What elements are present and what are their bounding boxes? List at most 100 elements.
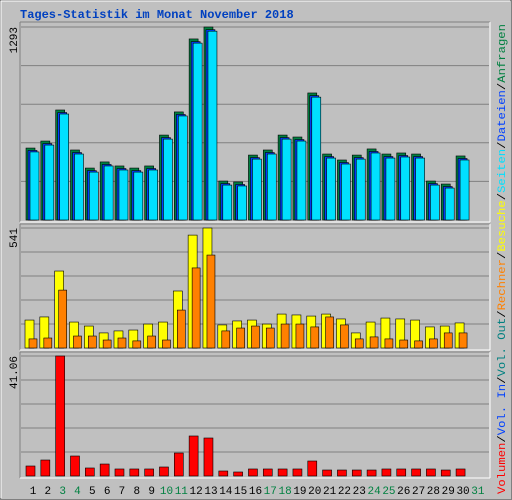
bar [188,435,199,477]
x-tick-label: 15 [234,486,247,498]
bar [341,163,351,221]
bar [85,467,95,477]
x-tick-label: 19 [293,486,306,498]
bar [58,289,67,349]
bar [88,335,97,349]
bar [265,327,275,349]
x-tick-label: 1 [30,486,37,498]
legend-separator: / [497,252,509,259]
bar [296,140,307,221]
bar [129,468,140,477]
x-tick-label: 20 [308,486,321,498]
legend-separator: / [497,83,509,90]
bar [307,460,318,477]
bar [40,459,51,477]
bar [222,184,233,221]
bar [89,171,99,221]
bar [237,185,247,221]
x-tick-label: 9 [148,486,155,498]
bar [74,153,84,221]
bar [355,158,366,221]
bar [132,340,142,349]
bar [385,157,396,221]
x-tick-label: 12 [190,486,203,498]
bar [191,267,201,349]
bar [117,337,127,349]
legend-entry: Rechner [497,259,509,310]
bar [177,309,186,349]
bar [114,468,125,477]
bar [233,471,243,477]
bar [399,339,409,349]
legend: Volumen/Vol. In/Vol. Out/Rechner/Besuche… [497,24,509,494]
bar [206,254,216,349]
chart-title: Tages-Statistik im Monat November 2018 [20,8,294,22]
bar [458,332,468,349]
bar [73,335,82,349]
x-tick-label: 27 [412,486,425,498]
x-tick-label: 14 [219,486,233,498]
bar [351,469,362,477]
bar [236,327,245,349]
x-tick-label: 25 [382,486,395,498]
bar [163,138,173,221]
bar [252,158,262,221]
bar [192,42,203,221]
bar [159,466,169,477]
x-tick-label: 29 [442,486,455,498]
bar [337,469,347,477]
bar [203,437,214,477]
bar [311,96,322,221]
legend-entry: Seiten [497,149,509,193]
x-tick-label: 6 [104,486,111,498]
bar [281,138,292,221]
bar [148,169,158,221]
bar [29,151,40,221]
bar [459,159,470,221]
legend-separator: / [497,141,509,148]
bar [43,337,53,349]
x-tick-label: 2 [45,486,52,498]
bar [426,468,436,477]
bar [396,468,407,477]
bar [292,468,303,477]
y-tick-label: 541 [9,228,21,248]
bar [118,169,129,221]
x-tick-label: 7 [119,486,126,498]
bar [443,332,453,349]
legend-separator: / [497,310,509,317]
bar [444,187,455,221]
legend-entry: Volumen [497,443,509,494]
bar [411,468,421,477]
bar [207,30,218,221]
bar [415,157,425,221]
x-tick-label: 11 [175,486,189,498]
x-tick-label: 28 [427,486,440,498]
bar [25,465,36,477]
bar [414,340,423,349]
bar [44,144,55,221]
bar [144,468,154,477]
x-tick-label: 16 [249,486,262,498]
legend-entry: Anfragen [497,24,509,83]
bar [262,468,273,477]
y-tick-label: 1293 [9,27,21,53]
bar [440,469,451,477]
bar [174,452,184,477]
bar [455,468,466,477]
bar [400,156,411,221]
legend-separator: / [497,435,509,442]
bar [295,323,305,349]
bar [310,326,320,349]
x-tick-label: 23 [353,486,366,498]
x-tick-label: 3 [59,486,66,498]
x-tick-label: 17 [264,486,277,498]
legend-entry: Besuche [497,200,509,251]
legend-entry: Vol. In [497,384,509,435]
bar [99,463,110,477]
bar [28,338,38,349]
legend-entry: Vol. Out [497,318,509,377]
bar [59,113,69,221]
x-tick-label: 13 [204,486,217,498]
